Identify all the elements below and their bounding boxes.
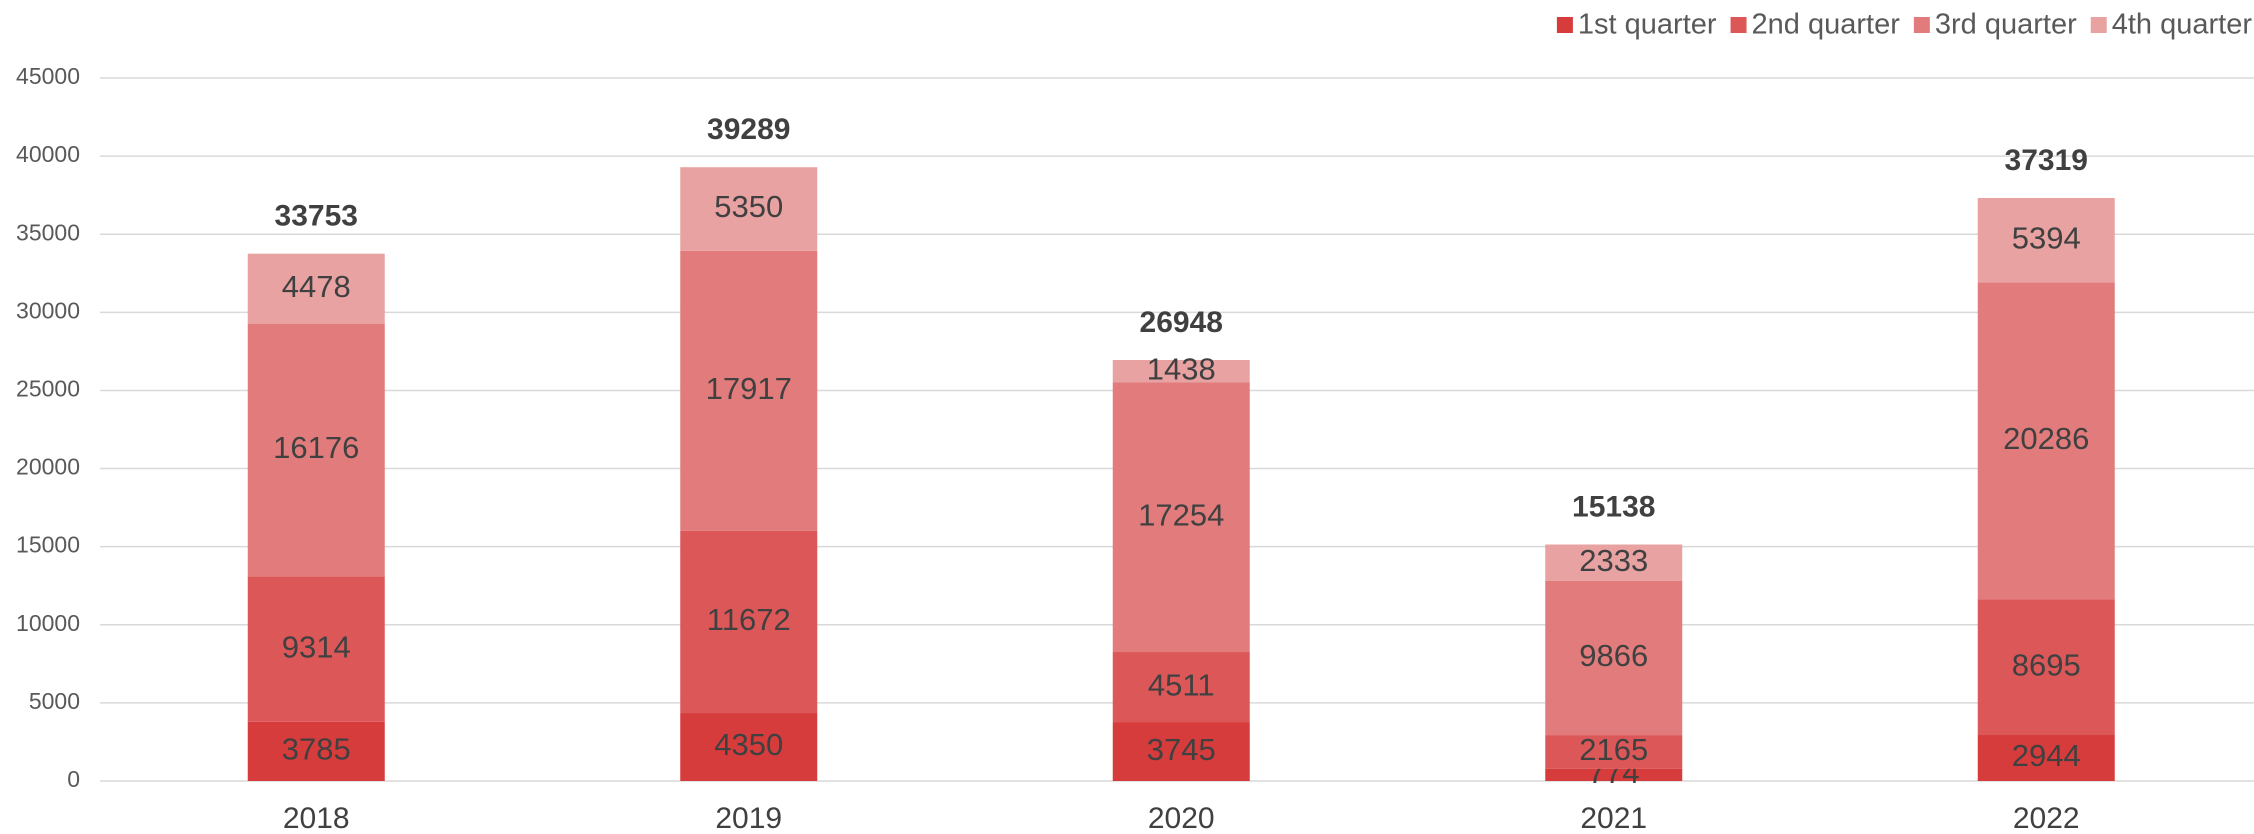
y-tick-label: 40000: [16, 141, 80, 167]
data-label: 3785: [282, 732, 351, 767]
x-tick-label: 2020: [1148, 802, 1215, 834]
bar-segment: [1977, 282, 2115, 600]
data-label: 2165: [1579, 732, 1648, 767]
bar-segment: [680, 713, 818, 781]
total-label: 15138: [1572, 490, 1655, 523]
y-tick-label: 30000: [16, 297, 80, 323]
data-label: 3745: [1147, 732, 1216, 767]
bar-segment: [247, 721, 385, 781]
y-tick-label: 25000: [16, 376, 80, 402]
bar-segment: [1977, 735, 2115, 781]
y-tick-label: 35000: [16, 219, 80, 245]
total-label: 26948: [1140, 306, 1223, 339]
y-tick-label: 0: [67, 766, 80, 792]
bar-segment: [680, 250, 818, 531]
bar-segment: [680, 530, 818, 714]
y-tick-label: 45000: [16, 63, 80, 89]
data-label: 8695: [2012, 647, 2081, 682]
data-label: 17917: [706, 371, 792, 406]
bar-segment: [1545, 544, 1683, 581]
data-label: 17254: [1138, 497, 1224, 532]
x-tick-label: 2021: [1580, 802, 1647, 834]
x-tick-label: 2018: [283, 802, 350, 834]
bar-segment: [247, 576, 385, 722]
legend-label: 1st quarter: [1578, 9, 1717, 41]
legend-label: 3rd quarter: [1935, 9, 2077, 41]
bar-segment: [1112, 652, 1250, 723]
data-label: 9866: [1579, 638, 1648, 673]
bar-segment: [247, 253, 385, 324]
data-label: 1438: [1147, 351, 1216, 386]
data-label: 5394: [2012, 220, 2081, 255]
total-label: 37319: [2005, 144, 2088, 177]
bar-segment: [247, 323, 385, 577]
data-label: 5350: [714, 189, 783, 224]
y-tick-label: 10000: [16, 610, 80, 636]
y-tick-label: 15000: [16, 532, 80, 558]
x-tick-label: 2019: [715, 802, 782, 834]
bar-segment: [1545, 580, 1683, 736]
total-label: 33753: [275, 200, 358, 233]
bar-segment: [680, 167, 818, 251]
y-tick-label: 5000: [29, 688, 80, 714]
bar-segment: [1977, 599, 2115, 736]
legend-swatch: [1913, 17, 1930, 33]
data-label: 2333: [1579, 543, 1648, 578]
bar-segment: [1545, 735, 1683, 769]
data-label: 11672: [707, 602, 791, 637]
data-label: 9314: [282, 629, 351, 664]
legend-label: 2nd quarter: [1752, 9, 1901, 41]
total-label: 39289: [707, 113, 790, 146]
bar-segment: [1112, 382, 1250, 653]
data-label: 4478: [282, 269, 351, 304]
legend-label: 4th quarter: [2112, 9, 2253, 41]
data-label: 4350: [714, 727, 783, 762]
data-label: 4511: [1148, 667, 1215, 702]
data-label: 16176: [273, 430, 359, 465]
data-label: 2944: [2012, 738, 2081, 773]
data-label: 20286: [2003, 421, 2089, 456]
bar-segment: [1977, 197, 2115, 283]
bar-segment: [1545, 768, 1683, 781]
bar-segment: [1112, 722, 1250, 781]
legend-swatch: [2090, 17, 2107, 33]
bar-segment: [1112, 360, 1250, 383]
legend-swatch: [1556, 17, 1573, 33]
y-tick-label: 20000: [16, 454, 80, 480]
legend-swatch: [1730, 17, 1747, 33]
x-tick-label: 2022: [2013, 802, 2080, 834]
